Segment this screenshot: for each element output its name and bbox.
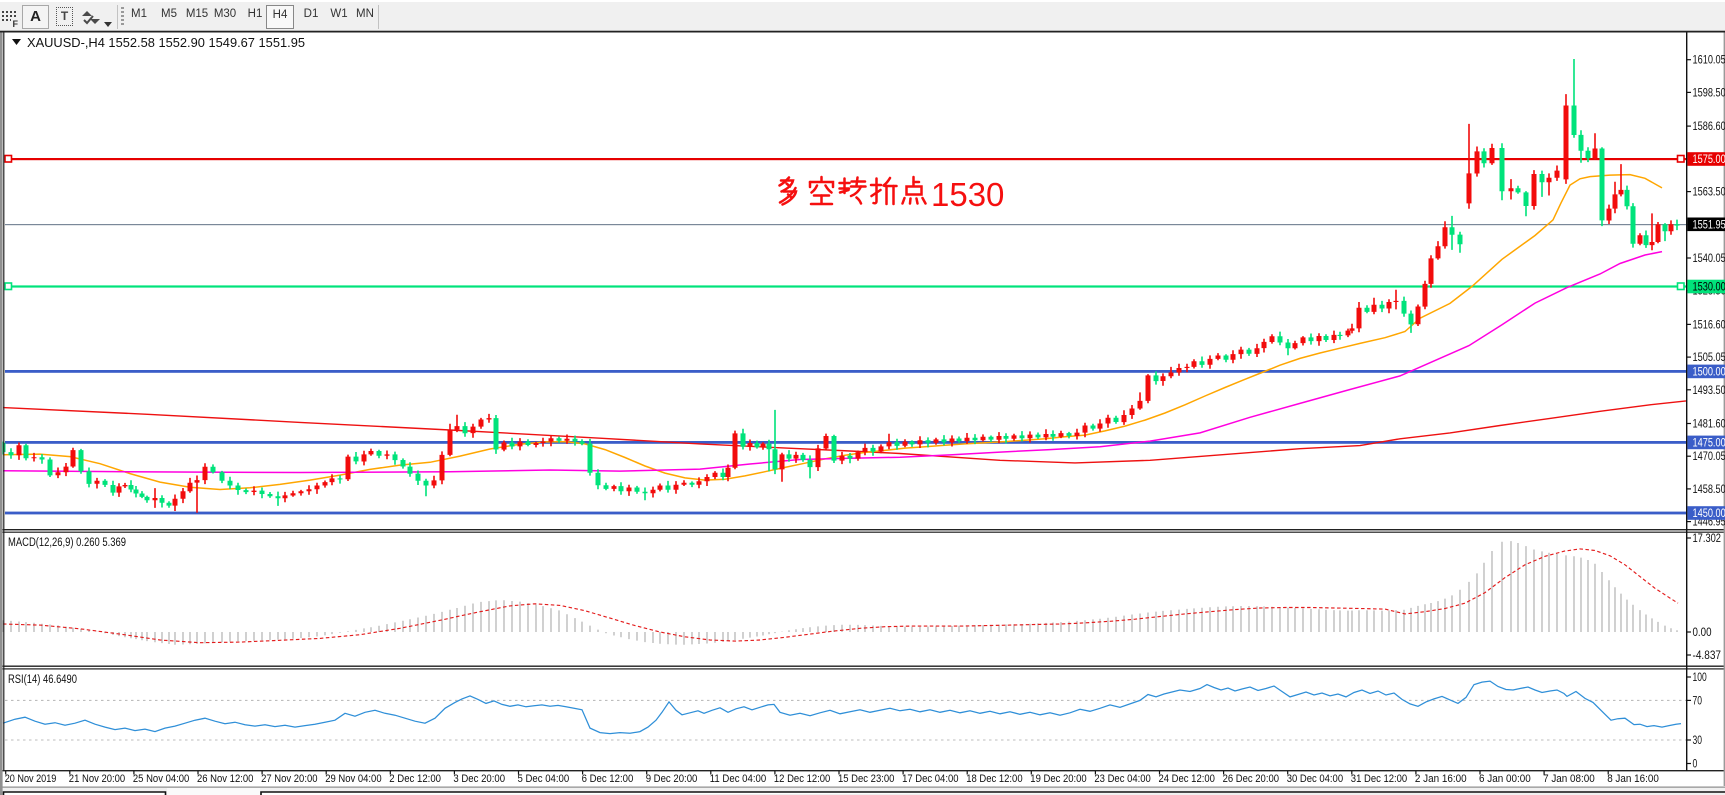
svg-text:0.00: 0.00 [1693,627,1712,639]
svg-text:XAUUSD-,H4 1552.58 1552.90 15: XAUUSD-,H4 1552.58 1552.90 1549.67 1551.… [27,36,305,50]
svg-text:3 Dec 20:00: 3 Dec 20:00 [453,773,505,785]
svg-text:19 Dec 20:00: 19 Dec 20:00 [1030,773,1086,785]
svg-text:1470.05: 1470.05 [1693,451,1725,463]
svg-text:5 Dec 04:00: 5 Dec 04:00 [518,773,570,785]
svg-text:8 Jan 16:00: 8 Jan 16:00 [1607,773,1659,785]
svg-text:1551.95: 1551.95 [1693,220,1725,232]
svg-text:1598.50: 1598.50 [1693,87,1725,99]
svg-text:1500.00: 1500.00 [1693,367,1725,379]
svg-text:9 Dec 20:00: 9 Dec 20:00 [646,773,698,785]
svg-text:6 Dec 12:00: 6 Dec 12:00 [582,773,634,785]
svg-text:1458.50: 1458.50 [1693,484,1725,496]
svg-text:1610.05: 1610.05 [1693,55,1725,67]
svg-text:1481.60: 1481.60 [1693,419,1725,431]
svg-text:70: 70 [1693,695,1703,707]
svg-text:27 Nov 20:00: 27 Nov 20:00 [261,773,317,785]
svg-text:26 Dec 20:00: 26 Dec 20:00 [1223,773,1279,785]
svg-text:24 Dec 12:00: 24 Dec 12:00 [1159,773,1215,785]
svg-text:1575.00: 1575.00 [1693,154,1725,166]
svg-text:25 Nov 04:00: 25 Nov 04:00 [133,773,189,785]
svg-text:12 Dec 12:00: 12 Dec 12:00 [774,773,830,785]
svg-text:1586.60: 1586.60 [1693,121,1725,133]
svg-text:1540.05: 1540.05 [1693,253,1725,265]
svg-text:20 Nov 2019: 20 Nov 2019 [5,773,57,785]
svg-text:1450.00: 1450.00 [1693,508,1725,520]
svg-text:1530.00: 1530.00 [1693,282,1725,294]
svg-text:1493.50: 1493.50 [1693,385,1725,397]
svg-text:23 Dec 04:00: 23 Dec 04:00 [1094,773,1150,785]
svg-text:1530: 1530 [931,176,1004,213]
svg-text:21 Nov 20:00: 21 Nov 20:00 [69,773,125,785]
svg-text:1563.50: 1563.50 [1693,187,1725,199]
svg-text:1516.60: 1516.60 [1693,319,1725,331]
svg-text:0: 0 [1693,759,1698,771]
svg-text:26 Nov 12:00: 26 Nov 12:00 [197,773,253,785]
svg-text:30: 30 [1693,735,1703,747]
svg-text:29 Nov 04:00: 29 Nov 04:00 [325,773,381,785]
svg-text:-4.837: -4.837 [1693,650,1722,662]
svg-text:2 Dec 12:00: 2 Dec 12:00 [389,773,441,785]
svg-text:100: 100 [1693,672,1707,684]
svg-text:30 Dec 04:00: 30 Dec 04:00 [1287,773,1343,785]
svg-text:11 Dec 04:00: 11 Dec 04:00 [710,773,766,785]
svg-text:MACD(12,26,9) 0.260 5.369: MACD(12,26,9) 0.260 5.369 [8,537,126,549]
svg-text:2 Jan 16:00: 2 Jan 16:00 [1415,773,1467,785]
svg-text:1505.05: 1505.05 [1693,352,1725,364]
svg-text:18 Dec 12:00: 18 Dec 12:00 [966,773,1022,785]
svg-text:31 Dec 12:00: 31 Dec 12:00 [1351,773,1407,785]
svg-text:15 Dec 23:00: 15 Dec 23:00 [838,773,894,785]
svg-text:17 Dec 04:00: 17 Dec 04:00 [902,773,958,785]
svg-text:17.302: 17.302 [1693,533,1722,545]
svg-text:6 Jan 00:00: 6 Jan 00:00 [1479,773,1531,785]
svg-text:RSI(14) 46.6490: RSI(14) 46.6490 [8,674,77,686]
svg-text:7 Jan 08:00: 7 Jan 08:00 [1543,773,1595,785]
svg-text:1475.00: 1475.00 [1693,438,1725,450]
